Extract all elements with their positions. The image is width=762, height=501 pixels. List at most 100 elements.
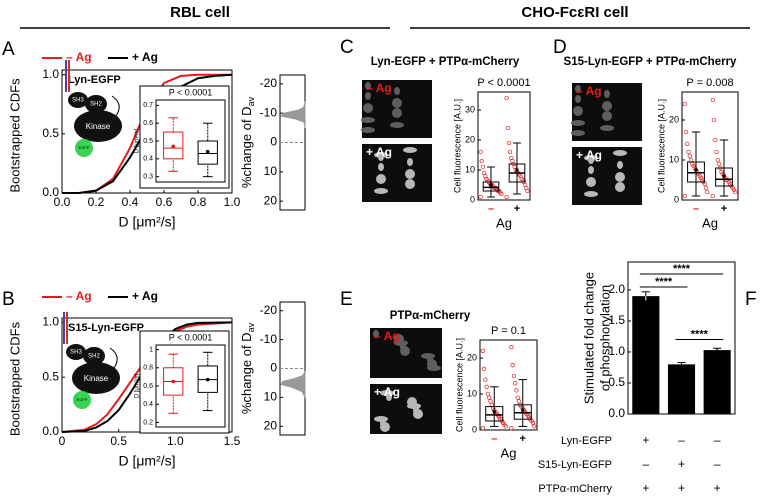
point: [715, 157, 720, 163]
cell: [363, 103, 373, 113]
density-area: [280, 101, 306, 128]
cell: [403, 147, 417, 153]
cell: [380, 390, 394, 396]
y-tick-label: 0: [270, 135, 277, 149]
cell: [407, 158, 413, 166]
y-axis-label: of phosphorylation: [597, 285, 612, 391]
egfp: [75, 139, 93, 157]
y-tick-label: 0.3: [143, 173, 153, 180]
cell: [602, 111, 612, 121]
y-tick-label: 1.0: [42, 67, 59, 81]
condition-mark: –: [642, 457, 649, 471]
y-axis-label: Stimulated fold change: [581, 272, 596, 404]
y-tick-label: 0: [674, 194, 679, 204]
sig-label: ****: [655, 276, 673, 288]
panel-label: F: [745, 289, 757, 310]
point: [481, 366, 487, 371]
inset-bg: [139, 85, 230, 189]
y-axis-label-main: %change of D: [239, 332, 254, 414]
point: [504, 95, 509, 101]
point: [509, 426, 514, 431]
linker: [111, 95, 120, 117]
bar: [632, 296, 660, 414]
image-label: – Ag: [374, 329, 400, 343]
point: [504, 194, 509, 200]
x-tick-label: 0.8: [190, 195, 207, 209]
cartoon-label: SH3: [70, 350, 82, 356]
point: [478, 194, 483, 200]
image-label: – Ag: [366, 81, 392, 95]
y-tick-label: -10: [260, 105, 278, 119]
box: [482, 181, 500, 192]
cell: [378, 163, 384, 171]
point: [716, 161, 722, 167]
annotation: Lyn-EGFP: [68, 74, 121, 86]
mean: [694, 168, 698, 172]
cell: [392, 98, 402, 108]
x-tick-label: 0.6: [156, 195, 173, 209]
point: [481, 170, 487, 176]
cartoon-label: SH2: [88, 354, 100, 360]
x-tick-label: 1.0: [224, 195, 241, 209]
mean: [521, 408, 525, 412]
point: [705, 189, 710, 195]
mean: [722, 174, 726, 178]
annotation: S15-Lyn-EGFP: [68, 322, 144, 334]
density-area: [280, 371, 306, 398]
y-axis-label: D [μm²/s]: [135, 373, 141, 398]
mean: [171, 144, 176, 149]
cell: [615, 172, 625, 182]
cell: [361, 127, 375, 133]
point: [714, 149, 719, 155]
egfp: [73, 391, 91, 409]
cell: [374, 188, 388, 194]
sh3-domain: [66, 344, 86, 360]
sh2-domain: [85, 95, 107, 113]
cell: [588, 166, 594, 174]
y-tick-label: 10: [467, 388, 477, 398]
y-tick-label: 0.4: [143, 401, 153, 408]
y-axis-label: Cell fluorescence [A.U.]: [656, 99, 666, 193]
y-tick-label: 20: [465, 134, 475, 144]
panel-label: D: [553, 37, 567, 58]
cell: [602, 101, 612, 111]
point: [713, 137, 718, 143]
y-tick-label: -20: [260, 76, 278, 90]
point: [506, 140, 512, 146]
linker: [109, 347, 118, 369]
y-axis-label-sub: av: [246, 96, 256, 106]
point: [514, 388, 519, 393]
point: [682, 101, 687, 107]
cell: [573, 106, 583, 116]
mean: [171, 379, 176, 384]
plot-frame: [479, 339, 538, 431]
y-axis-label: %change of Dav: [239, 96, 256, 188]
mean: [492, 410, 496, 414]
panel-title: Lyn-EGFP + PTPα-mCherry: [371, 56, 520, 68]
x-tick-label: 0.2: [88, 195, 105, 209]
legend-label: + Ag: [132, 50, 158, 64]
cell: [376, 174, 386, 184]
y-tick-label: 0: [472, 424, 477, 434]
cell: [394, 87, 400, 95]
x-tick-label: +: [520, 433, 526, 445]
cell: [584, 155, 598, 161]
y-tick-label: 10: [669, 154, 679, 164]
header: RBL cell: [170, 4, 230, 21]
y-tick-label: 1: [149, 346, 153, 353]
condition-mark: –: [714, 433, 721, 447]
y-tick-label: 10: [465, 164, 475, 174]
cell: [575, 95, 581, 103]
plot-frame: [477, 91, 531, 201]
cartoon-label: Kinase: [84, 374, 109, 383]
cartoon-label: Kinase: [86, 122, 111, 131]
y-tick-label: 1.5: [608, 313, 625, 327]
point: [685, 141, 690, 147]
x-tick-label: 1.0: [167, 434, 184, 448]
x-tick-label: +: [721, 203, 727, 215]
x-tick-label: 0.5: [110, 434, 127, 448]
y-axis-label: Bootstrapped CDFs: [7, 321, 22, 436]
y-tick-label: 1.0: [42, 315, 59, 329]
cell: [586, 177, 596, 187]
